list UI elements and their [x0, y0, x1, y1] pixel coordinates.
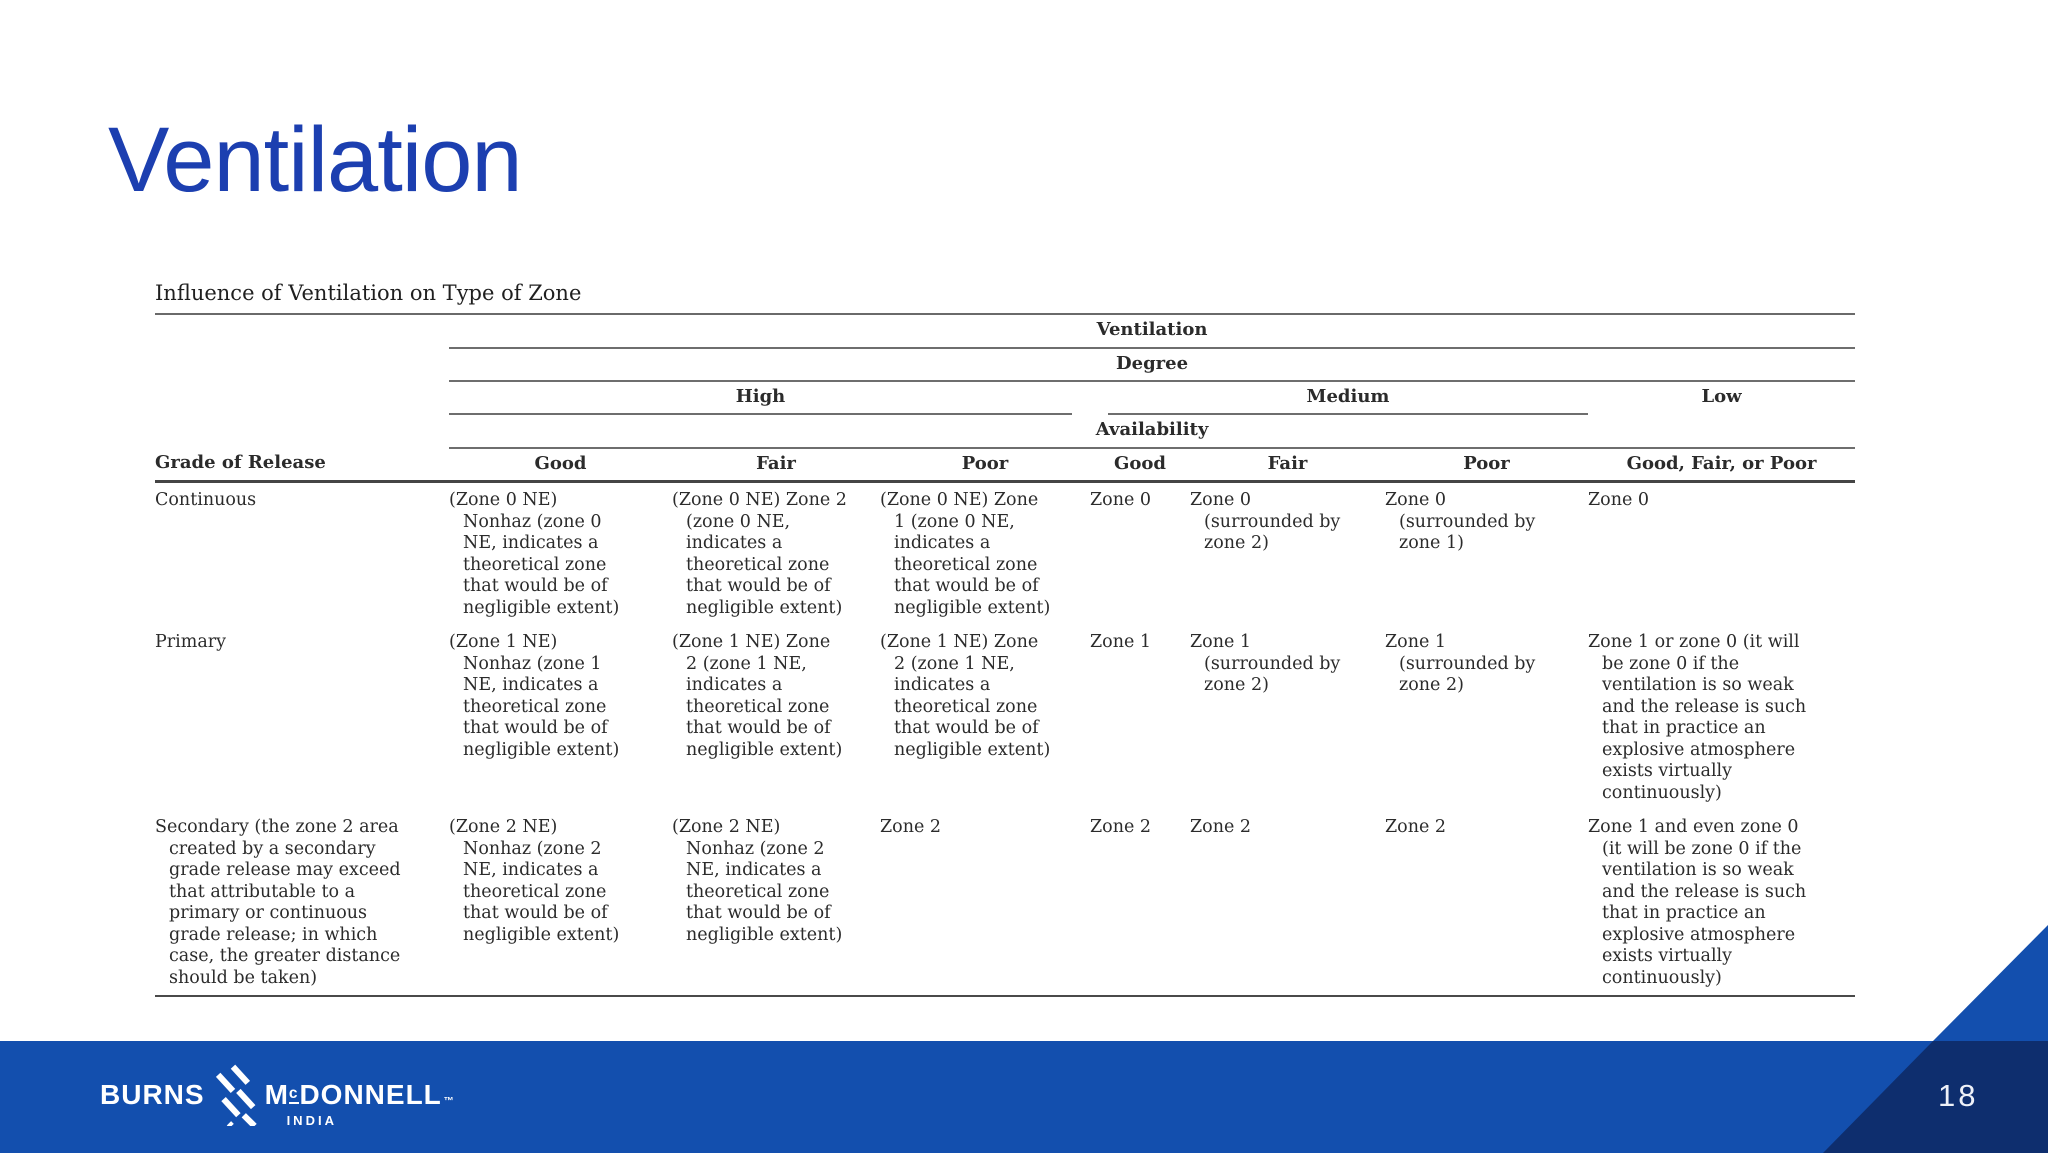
header-high: High	[449, 381, 1090, 416]
header-row-levels: High Medium Low	[155, 381, 1855, 416]
table-cell: (Zone 0 NE) Nonhaz (zone 0 NE, indicates…	[449, 490, 620, 618]
column-header: Fair	[672, 447, 880, 484]
logo-mc-superscript: c	[288, 1084, 300, 1104]
column-header: Good, Fair, or Poor	[1588, 447, 1856, 484]
header-row-ventilation: Ventilation	[155, 315, 1856, 349]
header-row-degree: Degree	[155, 347, 1856, 383]
spacer-cell	[155, 415, 449, 448]
table-cell: Zone 1	[1090, 632, 1152, 653]
header-low: Low	[1701, 386, 1742, 408]
footer-bar	[0, 1041, 2048, 1153]
logo-right-block: McDONNELL ™ INDIA	[264, 1079, 455, 1129]
header-availability: Availability	[449, 415, 1856, 449]
burns-mcdonnell-logo: BURNS McDONNELL ™ INDIA	[100, 1064, 455, 1129]
column-header: Good	[449, 447, 672, 484]
influence-of-ventilation-table: Ventilation Degree High Medium Low Avail…	[155, 315, 1856, 998]
spacer-cell	[155, 348, 449, 382]
header-ventilation: Ventilation	[449, 315, 1856, 349]
table-row-continuous: Continuous (Zone 0 NE) Nonhaz (zone 0 NE…	[155, 482, 1855, 626]
corner-blue-triangle	[1933, 925, 2048, 1041]
column-header: Fair	[1190, 447, 1385, 484]
spacer-cell	[155, 381, 449, 415]
header-row-columns: Grade of Release Good Fair Poor Good Fai…	[155, 447, 1856, 484]
table-cell: (Zone 1 NE) Zone 2 (zone 1 NE, indicates…	[880, 632, 1051, 760]
table-cell: Zone 2	[1190, 810, 1385, 998]
column-header: Poor	[1385, 447, 1588, 484]
row-header: Continuous	[155, 490, 257, 511]
table-cell: (Zone 2 NE) Nonhaz (zone 2 NE, indicates…	[449, 810, 672, 998]
table-cell: Zone 1 or zone 0 (it will be zone 0 if t…	[1588, 632, 1807, 803]
column-header: Good	[1090, 447, 1190, 484]
table-cell: Zone 1 and even zone 0 (it will be zone …	[1588, 810, 1856, 998]
table-cell: Zone 0 (surrounded by zone 1)	[1385, 490, 1536, 554]
table-cell: (Zone 1 NE) Zone 2 (zone 1 NE, indicates…	[672, 632, 843, 760]
table-cell: Zone 2	[1385, 810, 1588, 998]
logo-india-text: INDIA	[286, 1113, 337, 1128]
corner-navy-triangle	[1823, 1041, 2048, 1153]
logo-burns-text: BURNS	[100, 1079, 205, 1110]
corner-accent	[1823, 925, 2048, 1153]
header-medium: Medium	[1090, 381, 1588, 416]
row-header: Secondary (the zone 2 area created by a …	[155, 810, 449, 998]
table-caption: Influence of Ventilation on Type of Zone	[155, 281, 1855, 315]
table-cell: Zone 2	[1090, 810, 1190, 998]
spacer-cell	[155, 315, 449, 348]
table-cell: (Zone 0 NE) Zone 1 (zone 0 NE, indicates…	[880, 490, 1051, 618]
table-row-secondary: Secondary (the zone 2 area created by a …	[155, 810, 1856, 998]
header-degree: Degree	[449, 347, 1856, 383]
column-header: Poor	[880, 447, 1090, 484]
logo-mcdonnell-text: McDONNELL ™	[264, 1079, 455, 1110]
table-cell: (Zone 1 NE) Nonhaz (zone 1 NE, indicates…	[449, 632, 620, 760]
page-number: 18	[1938, 1078, 1979, 1113]
table-cell: Zone 0 (surrounded by zone 2)	[1190, 490, 1341, 554]
logo-stripes-icon	[215, 1064, 257, 1126]
header-row-availability: Availability	[155, 415, 1856, 449]
table-cell: Zone 0	[1090, 490, 1152, 511]
page-title: Ventilation	[108, 109, 523, 211]
row-header: Primary	[155, 632, 227, 653]
table-cell: Zone 1 (surrounded by zone 2)	[1190, 632, 1341, 696]
trademark-symbol: ™	[443, 1096, 455, 1107]
table-cell: Zone 2	[880, 810, 1090, 998]
table-cell: Zone 0	[1588, 490, 1650, 511]
header-grade-of-release: Grade of Release	[155, 447, 449, 484]
table-row-primary: Primary (Zone 1 NE) Nonhaz (zone 1 NE, i…	[155, 625, 1855, 810]
table-cell: (Zone 2 NE) Nonhaz (zone 2 NE, indicates…	[672, 810, 880, 998]
ventilation-table: Influence of Ventilation on Type of Zone…	[155, 281, 1856, 998]
table-cell: Zone 1 (surrounded by zone 2)	[1385, 632, 1536, 696]
table-cell: (Zone 0 NE) Zone 2 (zone 0 NE, indicates…	[672, 490, 847, 618]
